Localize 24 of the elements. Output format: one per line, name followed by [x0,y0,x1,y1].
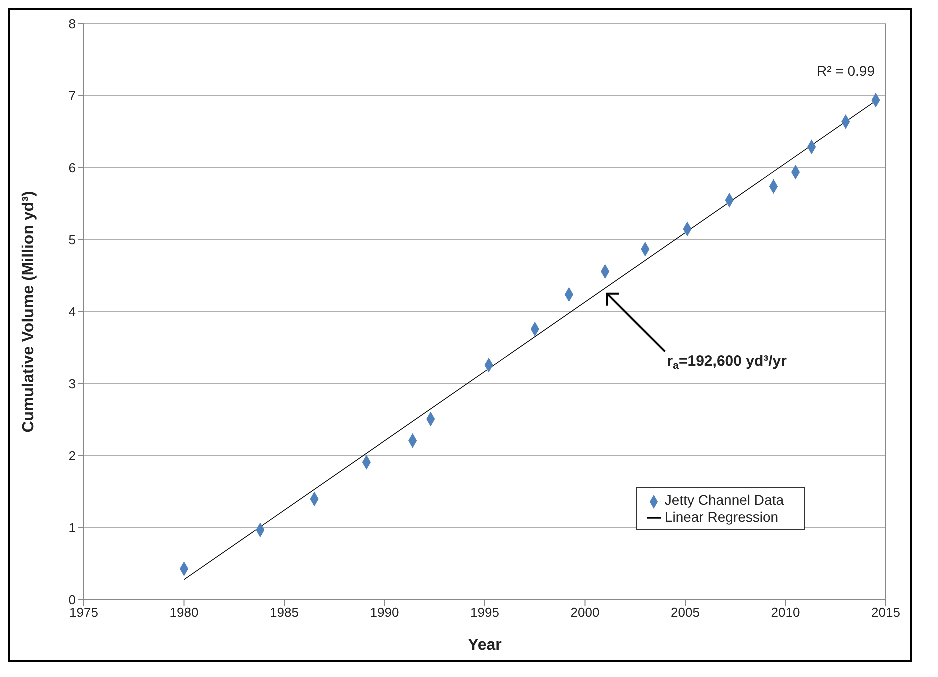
y-tick-label: 8 [68,16,76,32]
x-tick-label: 1980 [170,605,199,620]
x-tick-label: 2000 [570,605,600,620]
x-tick-label: 2005 [671,605,700,620]
y-tick-label: 2 [68,448,76,464]
legend-label: Jetty Channel Data [664,492,784,508]
x-tick-label: 2010 [771,605,800,620]
y-tick-label: 7 [68,88,76,104]
y-tick-label: 6 [68,160,76,176]
annotation: R² = 0.99 [817,63,876,79]
y-axis-title: Cumulative Volume (Million yd³) [20,191,38,433]
x-tick-label: 2015 [872,605,900,620]
y-tick-label: 4 [68,304,76,320]
y-tick-label: 0 [68,592,76,608]
y-tick-label: 3 [68,376,76,392]
x-tick-label: 1975 [70,605,98,620]
x-tick-label: 1995 [470,605,500,620]
y-tick-label: 1 [68,520,76,536]
y-tick-label: 5 [68,232,76,248]
legend-label: Linear Regression [664,508,779,525]
x-tick-label: 1990 [370,605,400,620]
x-axis-title: Year [468,637,502,654]
x-tick-label: 1985 [270,605,299,620]
annotation: r$_{a}$=192,600 yd³/yr [667,352,788,372]
